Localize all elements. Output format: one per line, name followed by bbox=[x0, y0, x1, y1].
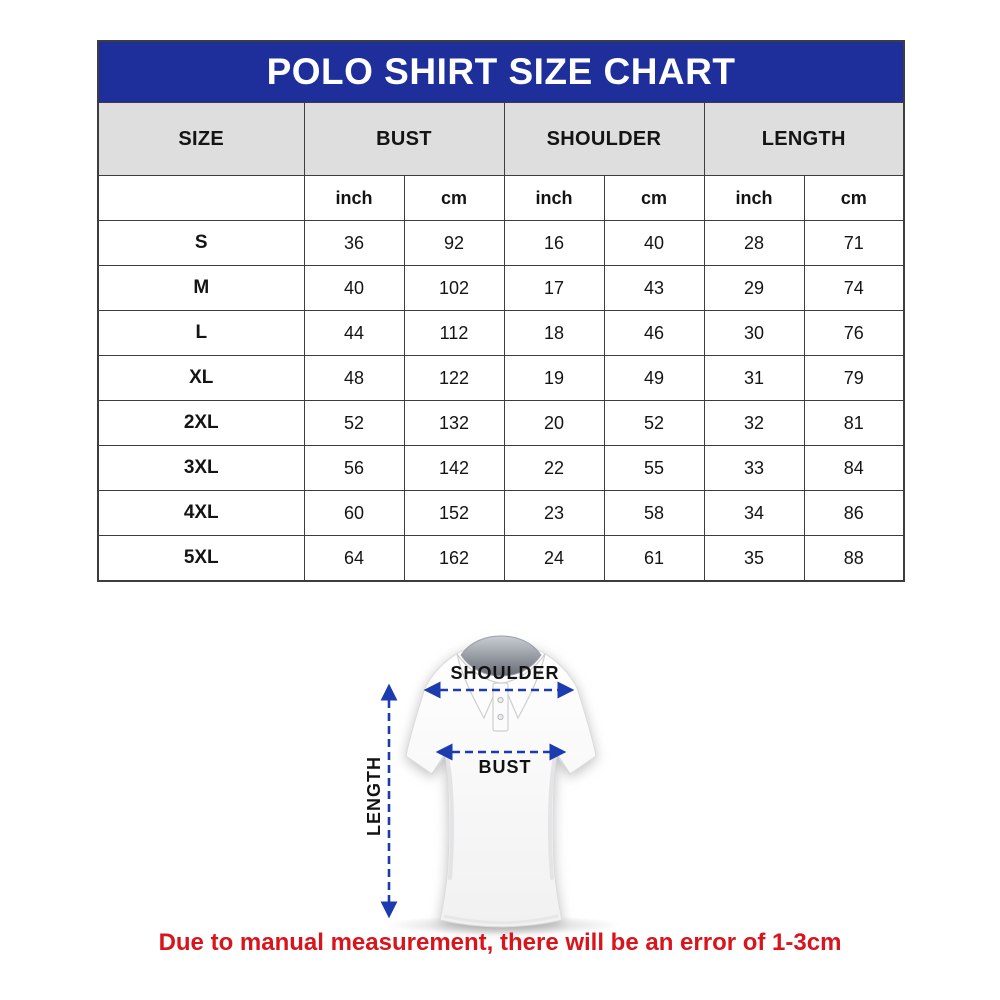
unit-bust-inch: inch bbox=[303, 175, 405, 221]
cell: 84 bbox=[803, 445, 905, 491]
cell: 40 bbox=[603, 220, 705, 266]
col-header-bust: BUST bbox=[303, 102, 505, 176]
unit-length-cm: cm bbox=[803, 175, 905, 221]
col-header-shoulder: SHOULDER bbox=[503, 102, 705, 176]
table-row-2xl: 2XL 52 132 20 52 32 81 bbox=[97, 400, 905, 446]
blank-cell bbox=[97, 175, 305, 221]
shirt-body bbox=[405, 643, 597, 928]
cell: 152 bbox=[403, 490, 505, 536]
cell: 16 bbox=[503, 220, 605, 266]
cell: 162 bbox=[403, 535, 505, 582]
length-label: LENGTH bbox=[364, 756, 384, 836]
cell: 29 bbox=[703, 265, 805, 311]
cell: 24 bbox=[503, 535, 605, 582]
column-group-header-row: SIZE BUST SHOULDER LENGTH bbox=[97, 102, 905, 176]
size-label: 5XL bbox=[97, 535, 305, 582]
cell: 32 bbox=[703, 400, 805, 446]
size-label: 3XL bbox=[97, 445, 305, 491]
page-title: POLO SHIRT SIZE CHART bbox=[97, 40, 905, 103]
cell: 88 bbox=[803, 535, 905, 582]
cell: 71 bbox=[803, 220, 905, 266]
size-label: 4XL bbox=[97, 490, 305, 536]
cell: 142 bbox=[403, 445, 505, 491]
title-bar: POLO SHIRT SIZE CHART bbox=[97, 40, 905, 103]
cell: 132 bbox=[403, 400, 505, 446]
cell: 48 bbox=[303, 355, 405, 401]
polo-shirt-illustration bbox=[380, 635, 621, 935]
button bbox=[497, 713, 504, 721]
cell: 40 bbox=[303, 265, 405, 311]
cell: 46 bbox=[603, 310, 705, 356]
cell: 56 bbox=[303, 445, 405, 491]
col-header-size: SIZE bbox=[97, 102, 305, 176]
collar-right-flap bbox=[502, 653, 546, 720]
cell: 55 bbox=[603, 445, 705, 491]
cell: 35 bbox=[703, 535, 805, 582]
table-row-xl: XL 48 122 19 49 31 79 bbox=[97, 355, 905, 401]
size-label: M bbox=[97, 265, 305, 311]
unit-length-inch: inch bbox=[703, 175, 805, 221]
cell: 76 bbox=[803, 310, 905, 356]
cell: 81 bbox=[803, 400, 905, 446]
cell: 43 bbox=[603, 265, 705, 311]
size-label: 2XL bbox=[97, 400, 305, 446]
cell: 122 bbox=[403, 355, 505, 401]
size-chart-table: POLO SHIRT SIZE CHART SIZE BUST SHOULDER… bbox=[97, 40, 906, 582]
measurement-note: Due to manual measurement, there will be… bbox=[158, 929, 842, 956]
placket bbox=[492, 682, 509, 732]
collar-left-flap bbox=[456, 653, 500, 720]
cell: 30 bbox=[703, 310, 805, 356]
cell: 18 bbox=[503, 310, 605, 356]
cell: 60 bbox=[303, 490, 405, 536]
cell: 36 bbox=[303, 220, 405, 266]
cell: 102 bbox=[403, 265, 505, 311]
cell: 44 bbox=[303, 310, 405, 356]
size-label: L bbox=[97, 310, 305, 356]
cell: 61 bbox=[603, 535, 705, 582]
cell: 19 bbox=[503, 355, 605, 401]
table-row-5xl: 5XL 64 162 24 61 35 88 bbox=[97, 535, 905, 582]
cell: 34 bbox=[703, 490, 805, 536]
cell: 22 bbox=[503, 445, 605, 491]
cell: 52 bbox=[303, 400, 405, 446]
size-label: S bbox=[97, 220, 305, 266]
table-row-m: M 40 102 17 43 29 74 bbox=[97, 265, 905, 311]
cell: 20 bbox=[503, 400, 605, 446]
button bbox=[497, 696, 504, 704]
col-header-length: LENGTH bbox=[703, 102, 905, 176]
cell: 31 bbox=[703, 355, 805, 401]
cell: 58 bbox=[603, 490, 705, 536]
size-label: XL bbox=[97, 355, 305, 401]
cell: 64 bbox=[303, 535, 405, 582]
neck-opening bbox=[460, 635, 542, 677]
unit-header-row: inch cm inch cm inch cm bbox=[97, 175, 905, 221]
cell: 33 bbox=[703, 445, 805, 491]
cell: 79 bbox=[803, 355, 905, 401]
cell: 23 bbox=[503, 490, 605, 536]
table-row-s: S 36 92 16 40 28 71 bbox=[97, 220, 905, 266]
shoulder-label: SHOULDER bbox=[450, 663, 560, 683]
bust-label: BUST bbox=[478, 757, 532, 777]
cell: 28 bbox=[703, 220, 805, 266]
table-row-l: L 44 112 18 46 30 76 bbox=[97, 310, 905, 356]
unit-shoulder-inch: inch bbox=[503, 175, 605, 221]
unit-shoulder-cm: cm bbox=[603, 175, 705, 221]
cell: 74 bbox=[803, 265, 905, 311]
cell: 17 bbox=[503, 265, 605, 311]
cell: 112 bbox=[403, 310, 505, 356]
cell: 49 bbox=[603, 355, 705, 401]
cell: 86 bbox=[803, 490, 905, 536]
unit-bust-cm: cm bbox=[403, 175, 505, 221]
cell: 92 bbox=[403, 220, 505, 266]
table-row-3xl: 3XL 56 142 22 55 33 84 bbox=[97, 445, 905, 491]
table-row-4xl: 4XL 60 152 23 58 34 86 bbox=[97, 490, 905, 536]
cell: 52 bbox=[603, 400, 705, 446]
